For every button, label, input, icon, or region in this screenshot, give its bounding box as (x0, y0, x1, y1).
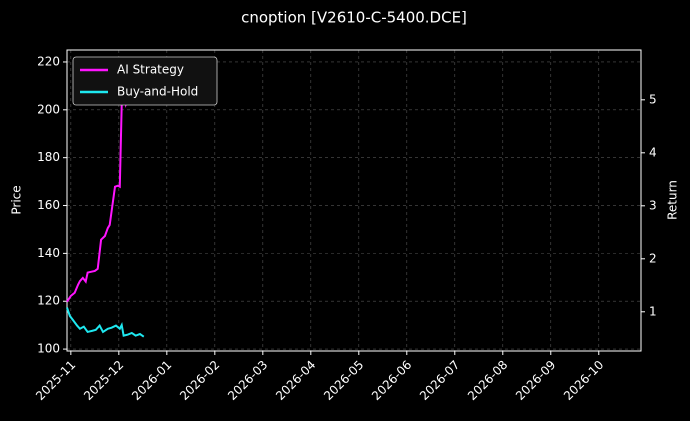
y2-tick-label: 5 (649, 92, 657, 106)
series-line (66, 307, 145, 338)
x-tick-label: 2025-11 (33, 358, 78, 403)
x-tick-label: 2026-02 (177, 358, 222, 403)
x-tick-label: 2026-01 (129, 358, 174, 403)
y-tick-label: 220 (37, 54, 60, 68)
x-tick-label: 2026-05 (321, 358, 366, 403)
x-tick-label: 2025-12 (81, 358, 126, 403)
plot-frame (66, 49, 642, 352)
y2-tick-label: 3 (649, 198, 657, 212)
legend-label: AI Strategy (117, 63, 184, 77)
chart-title: cnoption [V2610-C-5400.DCE] (241, 9, 467, 27)
y-tick-label: 200 (37, 102, 60, 116)
y2-tick-label: 2 (649, 251, 657, 265)
legend-label: Buy-and-Hold (117, 85, 198, 99)
x-tick-label: 2026-10 (561, 358, 606, 403)
y2-tick-label: 1 (649, 304, 657, 318)
y-tick-label: 160 (37, 198, 60, 212)
y-tick-label: 120 (37, 294, 60, 308)
x-tick-label: 2026-09 (513, 358, 558, 403)
x-tick-label: 2026-06 (369, 358, 414, 403)
y-tick-label: 180 (37, 150, 60, 164)
x-tick-label: 2026-04 (273, 358, 318, 403)
y2-tick-label: 4 (649, 145, 657, 159)
x-tick-label: 2026-08 (465, 358, 510, 403)
legend-box (72, 56, 218, 106)
x-tick-label: 2026-03 (225, 358, 270, 403)
y2-axis-label: Return (666, 180, 680, 220)
y-axis-label: Price (10, 185, 24, 214)
x-tick-label: 2026-07 (417, 358, 462, 403)
y-tick-label: 140 (37, 246, 60, 260)
y-tick-label: 100 (37, 342, 60, 356)
